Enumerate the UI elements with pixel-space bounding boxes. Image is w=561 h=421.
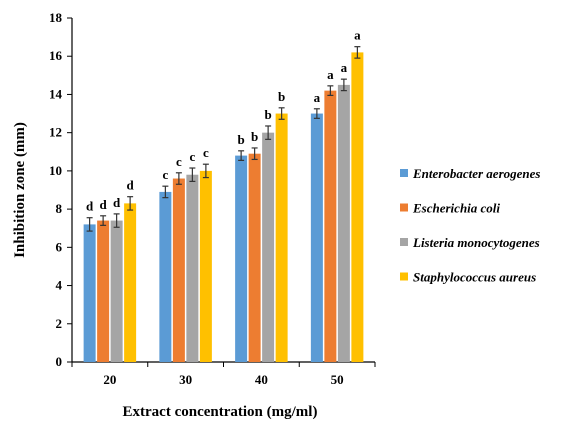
bar	[110, 220, 123, 362]
significance-label: d	[113, 195, 121, 210]
significance-label: b	[278, 89, 285, 104]
x-tick-label: 50	[331, 372, 344, 387]
significance-label: c	[189, 149, 195, 164]
significance-label: a	[327, 67, 334, 82]
bar	[248, 153, 261, 362]
bar	[310, 113, 323, 362]
bar	[124, 203, 137, 362]
legend-label: Listeria monocytogenes	[412, 235, 540, 250]
significance-label: c	[203, 145, 209, 160]
legend-label: Escherichia coli	[412, 201, 500, 216]
y-tick-label: 8	[56, 201, 63, 216]
x-tick-label: 40	[255, 372, 268, 387]
bar	[199, 170, 212, 362]
legend-swatch	[400, 272, 408, 281]
legend-swatch	[400, 238, 408, 246]
legend-label: Staphylococcus aureus	[413, 270, 536, 285]
y-tick-label: 14	[49, 86, 63, 101]
y-tick-label: 6	[56, 239, 63, 254]
x-axis-title: Extract concentration (mg/ml)	[123, 404, 318, 420]
significance-label: c	[176, 154, 182, 169]
bar	[159, 191, 172, 362]
bar	[351, 52, 364, 363]
y-tick-label: 2	[56, 316, 63, 331]
significance-label: d	[127, 178, 135, 193]
x-tick-label: 20	[103, 372, 116, 387]
y-tick-label: 18	[49, 10, 63, 25]
bar	[235, 155, 248, 362]
significance-label: c	[162, 167, 168, 182]
legend-swatch	[400, 203, 408, 212]
legend-swatch	[400, 169, 408, 177]
y-axis-title: Inhibition zone (mm)	[12, 122, 28, 258]
y-tick-label: 10	[49, 163, 62, 178]
bar	[324, 90, 337, 362]
bar	[97, 220, 110, 362]
bar	[337, 84, 350, 362]
significance-label: b	[265, 107, 272, 122]
significance-label: a	[314, 90, 321, 105]
significance-label: a	[354, 28, 361, 43]
significance-label: d	[86, 199, 94, 214]
legend: Enterobacter aerogenes Escherichia coli Li…	[400, 166, 540, 285]
bar	[275, 113, 288, 362]
significance-label: a	[341, 60, 348, 75]
y-tick-label: 4	[56, 278, 63, 293]
legend-label: Enterobacter aerogenes	[412, 166, 540, 181]
bar	[186, 174, 199, 362]
bar	[83, 224, 96, 362]
significance-label: d	[100, 197, 108, 212]
y-tick-label: 0	[56, 354, 63, 369]
x-tick-label: 30	[179, 372, 192, 387]
bar	[172, 178, 185, 362]
bar	[262, 132, 275, 362]
significance-label: b	[251, 129, 258, 144]
y-tick-label: 12	[49, 125, 62, 140]
y-tick-label: 16	[49, 48, 63, 63]
significance-label: b	[238, 132, 245, 147]
